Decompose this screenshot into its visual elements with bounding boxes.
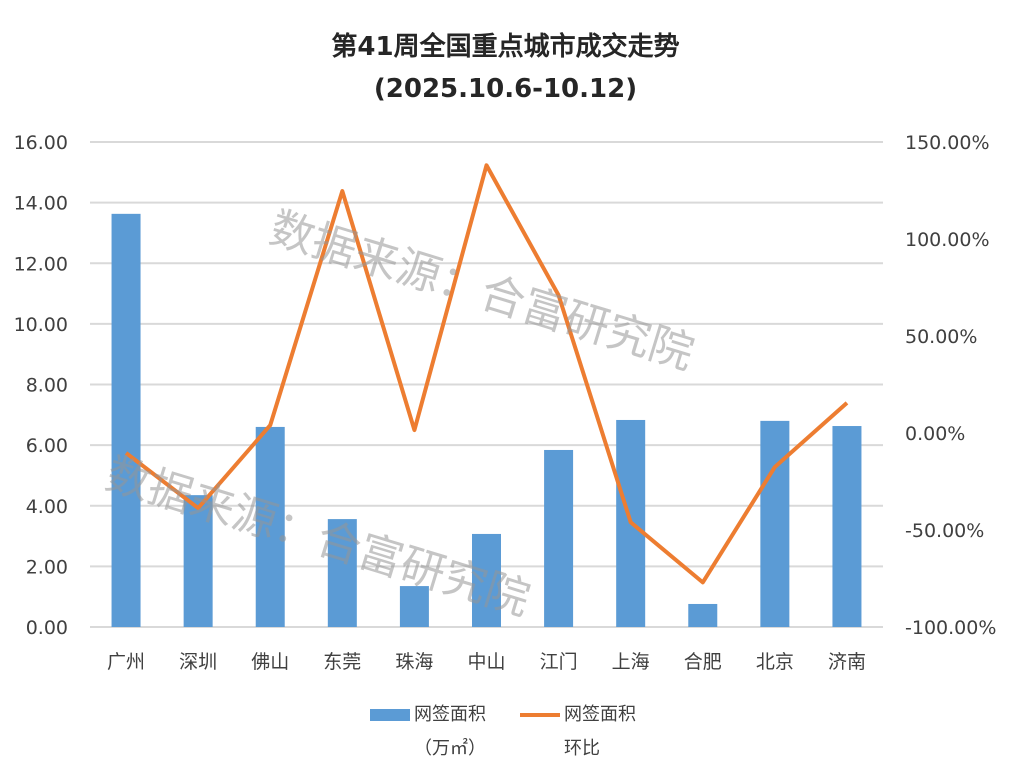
bar-东莞 bbox=[327, 519, 357, 627]
right-tick-label: -100.00% bbox=[905, 617, 996, 639]
bar-广州 bbox=[111, 213, 141, 627]
left-tick-label: 2.00 bbox=[26, 556, 68, 578]
category-label: 东莞 bbox=[323, 651, 361, 673]
category-label: 深圳 bbox=[179, 651, 217, 673]
legend-line-label-2: 环比 bbox=[564, 738, 600, 759]
bar-深圳 bbox=[183, 495, 213, 627]
left-tick-label: 12.00 bbox=[14, 253, 68, 275]
category-label: 江门 bbox=[540, 651, 578, 673]
category-label: 济南 bbox=[828, 651, 866, 673]
right-tick-label: 50.00% bbox=[905, 326, 977, 348]
left-tick-label: 14.00 bbox=[14, 193, 68, 215]
bar-佛山 bbox=[255, 426, 285, 627]
legend-bar-label-2: （万㎡） bbox=[414, 738, 486, 759]
left-tick-label: 0.00 bbox=[26, 617, 68, 639]
category-label: 珠海 bbox=[395, 651, 433, 673]
line-series bbox=[124, 163, 849, 585]
legend-bar-swatch bbox=[370, 709, 410, 721]
chart-title: 第41周全国重点城市成交走势 bbox=[331, 32, 680, 62]
category-label: 广州 bbox=[107, 651, 145, 673]
right-tick-label: 0.00% bbox=[905, 423, 965, 445]
bar-江门 bbox=[544, 449, 574, 627]
right-tick-label: 100.00% bbox=[905, 229, 990, 251]
legend-line: 网签面积 环比 bbox=[520, 700, 636, 760]
category-label: 中山 bbox=[467, 651, 505, 673]
legend-bar-label: 网签面积 bbox=[414, 704, 486, 725]
chart-subtitle: (2025.10.6-10.12) bbox=[373, 74, 638, 104]
bar-北京 bbox=[760, 420, 790, 627]
left-tick-label: 4.00 bbox=[26, 496, 68, 518]
category-label: 上海 bbox=[612, 651, 650, 673]
left-tick-label: 8.00 bbox=[26, 375, 68, 397]
legend-line-swatch bbox=[520, 713, 560, 717]
legend-line-label: 网签面积 bbox=[564, 704, 636, 725]
bar-珠海 bbox=[399, 586, 429, 627]
category-label: 合肥 bbox=[684, 651, 722, 673]
left-tick-label: 6.00 bbox=[26, 435, 68, 457]
left-tick-label: 10.00 bbox=[14, 314, 68, 336]
bar-中山 bbox=[472, 533, 501, 627]
category-label: 北京 bbox=[756, 651, 794, 673]
bar-济南 bbox=[832, 426, 862, 627]
right-tick-label: 150.00% bbox=[905, 132, 990, 154]
right-tick-label: -50.00% bbox=[905, 520, 984, 542]
bar-合肥 bbox=[688, 603, 718, 627]
left-tick-label: 16.00 bbox=[14, 132, 68, 154]
category-label: 佛山 bbox=[251, 651, 289, 673]
legend-bar: 网签面积 （万㎡） bbox=[370, 700, 486, 760]
